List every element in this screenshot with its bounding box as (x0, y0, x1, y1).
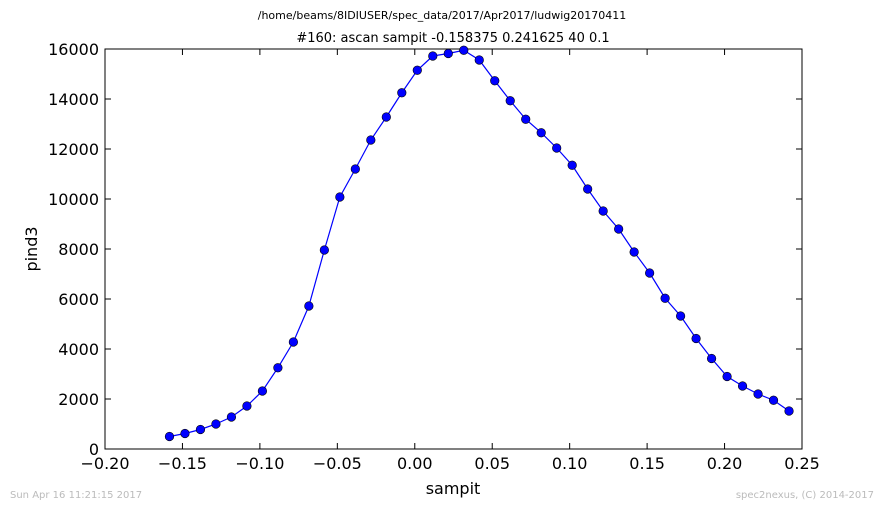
plot-area: −0.20 −0.15 −0.10 −0.05 0.00 0.05 0.10 0.15 0.20… (48, 40, 820, 473)
data-point (381, 112, 391, 122)
y-tick-label: 0 (89, 440, 99, 459)
data-point (443, 48, 453, 59)
data-point (195, 424, 206, 435)
data-point (350, 164, 360, 174)
data-point (288, 337, 298, 347)
data-point (753, 389, 763, 399)
data-point (691, 333, 701, 344)
data-point (722, 371, 732, 382)
data-point (737, 381, 748, 391)
data-point (536, 128, 546, 138)
data-point (629, 247, 639, 257)
data-point (768, 395, 779, 405)
x-tick-label: 0.05 (474, 454, 510, 473)
data-point (428, 51, 438, 61)
data-point (397, 88, 407, 98)
data-point (505, 96, 515, 106)
data-point (490, 76, 500, 86)
y-tick-label: 8000 (58, 240, 99, 259)
data-point (242, 401, 252, 411)
data-point (645, 268, 655, 278)
data-point (660, 293, 670, 303)
y-tick-label: 16000 (48, 40, 99, 59)
x-tick-label: −0.05 (313, 454, 362, 473)
data-point (335, 192, 345, 202)
data-point (583, 184, 593, 194)
data-point (211, 419, 221, 429)
data-point (784, 406, 794, 416)
y-tick-label: 2000 (58, 390, 99, 409)
chart-title: #160: ascan sampit -0.158375 0.241625 40… (296, 31, 609, 46)
data-point (273, 363, 283, 373)
x-tick-label: 0.00 (397, 454, 433, 473)
data-point (459, 45, 469, 55)
y-tick-label: 14000 (48, 90, 99, 109)
data-point (521, 114, 531, 124)
footer-timestamp: Sun Apr 16 11:21:15 2017 (10, 490, 142, 501)
x-tick-label: −0.20 (80, 454, 129, 473)
data-point (366, 135, 376, 145)
data-point (319, 245, 329, 255)
y-tick-label: 4000 (58, 340, 99, 359)
data-point (598, 206, 608, 216)
footer-credit: spec2nexus, (C) 2014-2017 (736, 490, 874, 501)
x-axis-label: sampit (426, 479, 481, 498)
x-tick-label: −0.10 (235, 454, 284, 473)
x-tick-label: 0.15 (629, 454, 665, 473)
data-point (552, 143, 562, 153)
data-point (257, 386, 268, 396)
figure-suptitle: /home/beams/8IDIUSER/spec_data/2017/Apr2… (258, 9, 627, 22)
data-point (180, 428, 190, 439)
x-tick-label: 0.10 (552, 454, 588, 473)
data-point (412, 65, 422, 75)
y-tick-label: 12000 (48, 140, 99, 159)
data-point (164, 431, 175, 442)
data-point (706, 353, 717, 364)
y-tick-label: 10000 (48, 190, 99, 209)
x-tick-label: −0.15 (158, 454, 207, 473)
data-point (614, 224, 624, 234)
data-point (474, 55, 484, 65)
series-line (169, 49, 790, 438)
y-axis-label: pind3 (22, 226, 41, 271)
x-tick-label: 0.20 (707, 454, 743, 473)
data-point (676, 311, 686, 321)
data-point (567, 160, 577, 170)
y-tick-label: 6000 (58, 290, 99, 309)
plot-frame (104, 48, 803, 450)
x-tick-label: 0.25 (784, 454, 820, 473)
data-point (226, 412, 237, 422)
data-point (304, 301, 314, 311)
